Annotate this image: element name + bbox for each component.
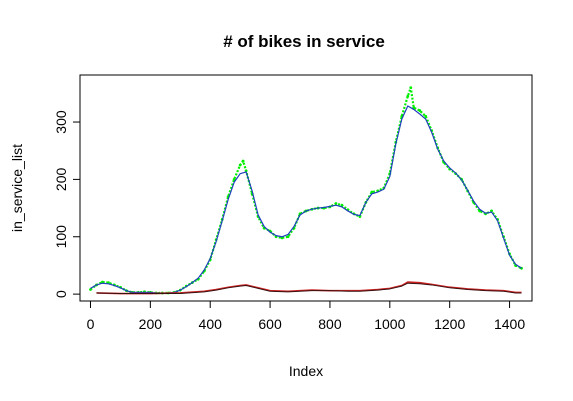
series-0-point <box>340 203 344 207</box>
series-0-point <box>409 86 413 90</box>
x-tick-label: 0 <box>87 316 95 332</box>
plot-marks <box>89 86 523 295</box>
x-tick-label: 1400 <box>494 316 525 332</box>
x-tick-label: 400 <box>199 316 223 332</box>
y-tick-label: 200 <box>53 168 69 192</box>
series-0-point <box>238 163 242 167</box>
series-1-line <box>90 105 522 294</box>
x-axis-label: Index <box>289 363 323 379</box>
y-tick-label: 100 <box>53 225 69 249</box>
x-tick-label: 1000 <box>374 316 405 332</box>
series-0-point <box>244 169 248 173</box>
y-axis-label: in_service_list <box>9 144 25 232</box>
series-0-line <box>89 86 522 295</box>
x-tick-label: 800 <box>318 316 342 332</box>
series-2-line <box>96 281 522 295</box>
x-tick-label: 1200 <box>434 316 465 332</box>
series-0-point <box>418 109 422 112</box>
y-tick-label: 0 <box>53 290 69 298</box>
series-0-point <box>334 202 338 205</box>
y-tick-label: 300 <box>53 110 69 134</box>
series-0-point <box>232 178 236 181</box>
series-0-point <box>241 159 245 163</box>
series-0-point <box>89 288 92 291</box>
series-3-line <box>96 282 522 295</box>
y-axis: 0 100 200 300 <box>53 110 81 298</box>
series-0-point <box>370 190 374 194</box>
chart-title: # of bikes in service <box>223 32 385 51</box>
x-tick-label: 600 <box>258 316 282 332</box>
series-0-point <box>406 94 410 98</box>
series-0-point <box>286 235 290 239</box>
plot-frame <box>79 74 533 302</box>
series-0-point <box>424 114 428 118</box>
x-axis: 0 200 400 600 800 1000 1200 1400 <box>87 300 525 332</box>
x-tick-label: 200 <box>139 316 163 332</box>
